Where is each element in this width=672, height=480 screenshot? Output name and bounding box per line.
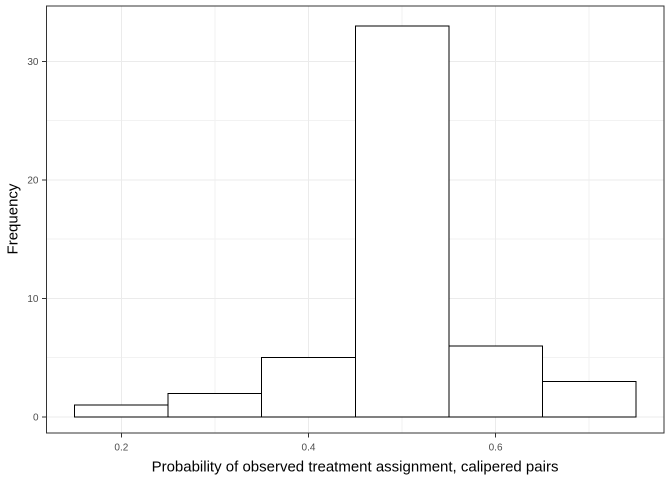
- x-tick-label: 0.6: [489, 443, 503, 454]
- histogram-bar: [167, 392, 263, 418]
- histogram-bar: [74, 404, 169, 418]
- histogram-bar: [448, 345, 543, 418]
- y-tick-label: 20: [27, 175, 39, 186]
- y-tick-label: 0: [33, 413, 39, 424]
- x-axis-title: Probability of observed treatment assign…: [151, 458, 559, 476]
- histogram-bar: [541, 380, 637, 418]
- y-tick-label: 30: [27, 57, 39, 68]
- histogram-bar: [261, 357, 356, 418]
- histogram-bar: [354, 25, 450, 418]
- x-tick-label: 0.2: [114, 443, 128, 454]
- panel-border: [45, 5, 665, 434]
- y-axis-title: Frequency: [4, 183, 22, 255]
- x-tick-label: 0.4: [302, 443, 316, 454]
- y-tick-label: 10: [27, 294, 39, 305]
